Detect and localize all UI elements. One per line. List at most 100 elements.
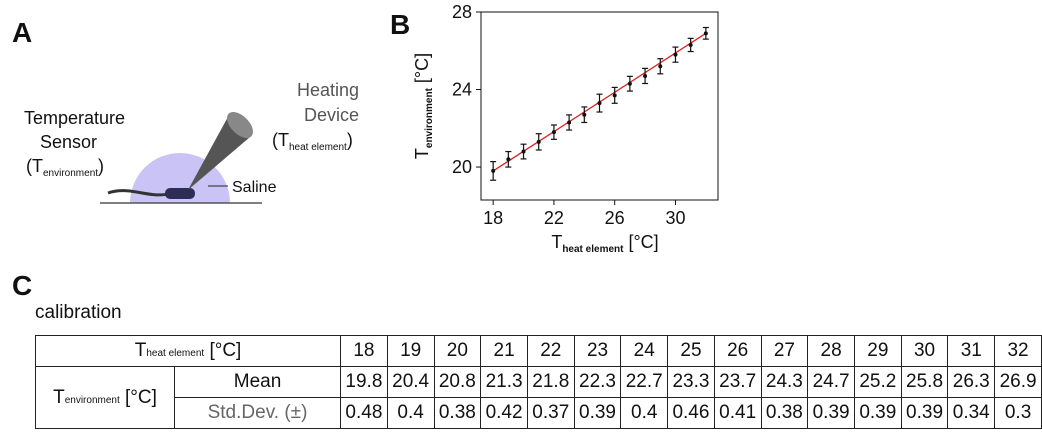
label: [°C] xyxy=(623,232,658,252)
table-cell: 19.8 xyxy=(340,366,388,398)
label: heat element xyxy=(146,348,205,359)
label: T xyxy=(134,340,147,361)
table-cell: 0.48 xyxy=(340,397,388,429)
table-cell: 31 xyxy=(947,335,996,367)
table-cell: 0.4 xyxy=(386,397,435,429)
table-cell: 0.42 xyxy=(480,397,528,429)
label: [°C] xyxy=(119,386,157,408)
heating-device xyxy=(188,115,250,190)
point xyxy=(612,93,617,98)
table-cell: 20.8 xyxy=(433,366,482,398)
table-title: calibration xyxy=(35,302,122,323)
plot-frame xyxy=(480,11,719,201)
panel-label: A xyxy=(12,17,32,48)
y-tick-label: 24 xyxy=(452,80,472,100)
label: (T xyxy=(26,156,43,176)
table-cell: 24.7 xyxy=(807,366,855,398)
label: T xyxy=(53,386,65,408)
table-cell: 25.8 xyxy=(900,366,949,398)
table-cell: 32 xyxy=(994,335,1042,367)
table-cell: 28 xyxy=(807,335,855,367)
x-tick-label: 26 xyxy=(605,208,625,228)
table-cell: 25 xyxy=(667,335,715,367)
row-label: Std.Dev. (±) xyxy=(173,397,342,429)
table-cell: 20 xyxy=(433,335,482,367)
x-tick-label: 22 xyxy=(544,208,564,228)
table-cell: 0.41 xyxy=(713,397,762,429)
table-cell: 20.4 xyxy=(386,366,435,398)
table-cell: 21.3 xyxy=(480,366,528,398)
table-cell: 25.2 xyxy=(853,366,902,398)
corner-header: Theat element [°C] xyxy=(34,335,342,367)
point xyxy=(536,139,541,144)
table-cell: 24.3 xyxy=(760,366,809,398)
table-cell: 30 xyxy=(900,335,949,367)
table-cell: 24 xyxy=(620,335,669,367)
point xyxy=(551,130,556,135)
table-cell: 21 xyxy=(480,335,528,367)
table-cell: 29 xyxy=(853,335,902,367)
point xyxy=(521,149,526,154)
table-cell: 23 xyxy=(573,335,622,367)
table-cell: 22 xyxy=(526,335,575,367)
table-cell: 0.39 xyxy=(807,397,855,429)
table-cell: 26 xyxy=(713,335,762,367)
label: Heating xyxy=(297,80,359,100)
label: T xyxy=(551,232,562,252)
label: Saline xyxy=(232,179,277,196)
label: T xyxy=(412,148,432,159)
label: Temperature xyxy=(24,108,125,128)
y-axis-label: Tenvironment [°C] xyxy=(412,53,435,159)
y-tick-label: 20 xyxy=(452,157,472,177)
x-axis-label: Theat element [°C] xyxy=(551,232,658,255)
table-cell: 0.4 xyxy=(620,397,669,429)
table-cell: 19 xyxy=(386,335,435,367)
calibration-table: Theat element [°C] 18 19 20 21 22 23 24 25 26 27 28… xyxy=(34,335,1042,429)
point xyxy=(506,157,511,162)
table-cell: 0.34 xyxy=(947,397,996,429)
point xyxy=(567,120,572,125)
panel-label: B xyxy=(390,9,410,40)
figure: A B C Heating Device (Theat element) Tem… xyxy=(12,2,719,300)
point xyxy=(643,73,648,78)
y-tick-label: 28 xyxy=(452,2,472,22)
table-cell: 27 xyxy=(760,335,809,367)
table-cell: 0.39 xyxy=(853,397,902,429)
table-cell: 21.8 xyxy=(526,366,575,398)
table-cell: 22.3 xyxy=(573,366,622,398)
label: environment xyxy=(43,168,98,179)
table-cell: 0.39 xyxy=(573,397,622,429)
point xyxy=(703,31,708,36)
label: (Tenvironment) xyxy=(26,156,104,179)
label: (T xyxy=(272,130,289,150)
panel-label: C xyxy=(12,270,32,300)
label: ) xyxy=(98,156,104,176)
table-cell: 0.3 xyxy=(994,397,1042,429)
label: (Theat element) xyxy=(272,130,353,153)
point xyxy=(627,81,632,86)
row-group: Tenvironment [°C] xyxy=(35,366,175,429)
heating-device-top xyxy=(227,112,253,138)
table-cell: 0.38 xyxy=(760,397,809,429)
table-cell: 0.38 xyxy=(433,397,482,429)
sensor xyxy=(165,188,195,199)
label: heat element xyxy=(289,142,347,153)
table-cell: 22.7 xyxy=(620,366,669,398)
table-cell: 23.7 xyxy=(713,366,762,398)
table-cell: 26.9 xyxy=(994,366,1042,398)
label: heat element xyxy=(562,244,624,255)
point xyxy=(491,168,496,173)
table-cell: 23.3 xyxy=(667,366,715,398)
label: Device xyxy=(304,105,359,125)
x-tick-label: 18 xyxy=(483,208,503,228)
table-cell: 0.37 xyxy=(526,397,575,429)
point xyxy=(597,101,602,106)
point xyxy=(582,112,587,117)
label: environment xyxy=(64,394,120,406)
point xyxy=(673,52,678,57)
label: Sensor xyxy=(40,132,97,152)
table-cell: 18 xyxy=(340,335,388,367)
point xyxy=(658,64,663,69)
row-label: Mean xyxy=(173,366,342,398)
